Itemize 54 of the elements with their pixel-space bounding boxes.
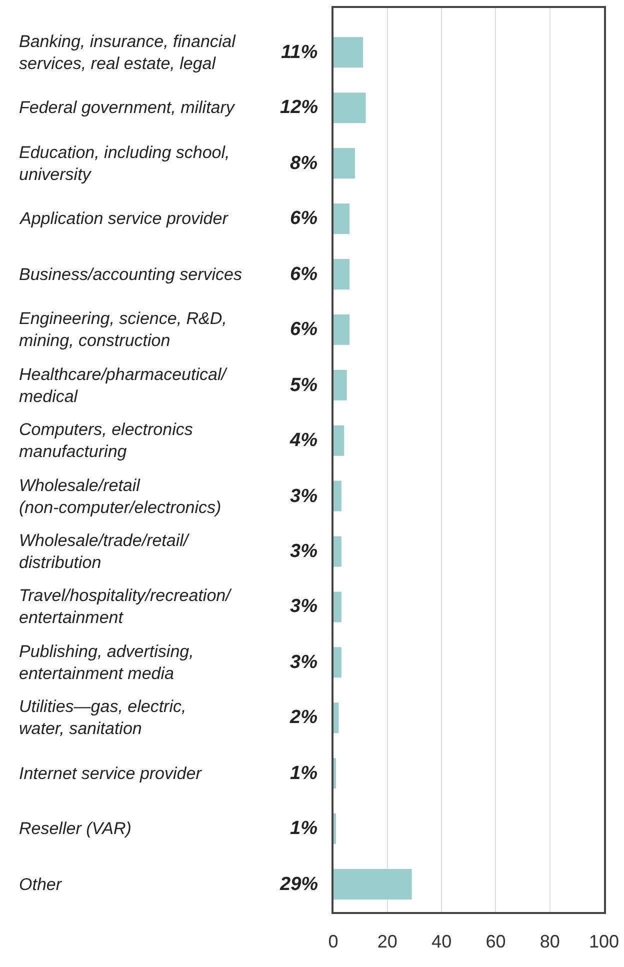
y-tick-label: Healthcare/pharmaceutical/ medical [19, 365, 228, 406]
y-tick-label: Wholesale/trade/retail/ distribution [19, 531, 190, 572]
bar [333, 425, 344, 456]
data-label: 2% [289, 707, 318, 728]
bar [333, 869, 412, 900]
x-tick-label: 80 [540, 931, 560, 952]
y-tick-label: Other [19, 875, 63, 894]
data-label: 6% [290, 319, 318, 340]
y-tick-label: Computers, electronics manufacturing [19, 420, 194, 462]
y-tick-label: Banking, insurance, financial services, real estate, legal [19, 32, 237, 74]
data-label: 29% [279, 874, 318, 895]
bar [333, 647, 342, 678]
data-label: 3% [290, 652, 318, 673]
bar [333, 37, 364, 68]
y-tick-label: Reseller (VAR) [19, 819, 132, 838]
bar [333, 370, 347, 400]
y-tick-label: Federal government, military [19, 98, 236, 117]
data-label: 1% [290, 818, 318, 839]
data-label: 6% [290, 264, 318, 285]
x-tick-label: 0 [328, 931, 338, 952]
x-tick-label: 100 [588, 931, 620, 952]
data-label: 3% [290, 541, 318, 562]
x-tick-label: 60 [486, 931, 506, 952]
bar [333, 258, 350, 290]
bar [333, 592, 342, 622]
y-tick-label: Publishing, advertising, entertainment media [19, 642, 194, 684]
bar [333, 92, 366, 124]
bar [333, 148, 355, 179]
y-tick-label: Engineering, science, R&D, mining, construction [19, 309, 227, 350]
bar [333, 702, 339, 734]
bar [333, 314, 350, 345]
y-tick-label: Business/accounting services [19, 265, 242, 284]
x-tick-label: 40 [432, 931, 452, 952]
x-tick-label: 20 [377, 931, 398, 952]
data-label: 1% [290, 763, 318, 784]
bar [333, 758, 336, 789]
y-tick-label: Education, including school, university [19, 143, 230, 184]
bar [333, 536, 342, 567]
y-tick-label: Travel/hospitality/recreation/ entertainment [19, 586, 233, 628]
bar [333, 204, 350, 234]
y-tick-label: Wholesale/retail (non-computer/electronics) [19, 476, 222, 518]
bar [333, 480, 342, 512]
y-tick-label: Application service provider [19, 209, 230, 228]
data-label: 11% [281, 42, 318, 63]
y-tick-label: Internet service provider [19, 764, 203, 783]
data-label: 3% [290, 596, 318, 617]
data-label: 5% [290, 375, 318, 396]
data-label: 3% [290, 486, 318, 507]
data-label: 4% [289, 430, 318, 451]
bar [333, 814, 336, 844]
data-label: 8% [290, 153, 318, 174]
data-label: 6% [290, 208, 318, 229]
y-tick-label: Utilities—gas, electric, water, sanitation [19, 697, 186, 738]
data-label: 12% [280, 97, 318, 118]
